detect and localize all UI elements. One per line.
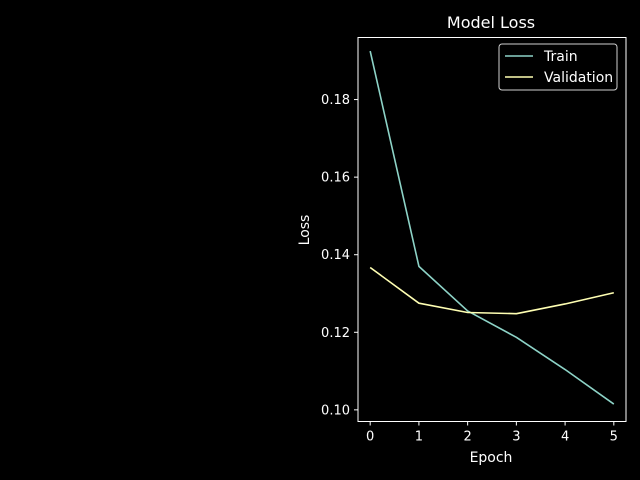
y-tick-label: 0.10 [321,403,350,418]
x-tick-label: 2 [463,430,471,445]
x-tick-label: 3 [512,430,520,445]
legend-label-train: Train [543,49,578,65]
x-axis-ticks: 0 1 2 3 4 5 [366,421,618,445]
y-tick-label: 0.16 [321,171,350,186]
y-tick-label: 0.18 [321,93,350,108]
legend-label-validation: Validation [544,70,613,86]
x-tick-label: 0 [366,430,374,445]
series-line-validation [369,266,614,315]
legend: Train Validation [498,43,618,91]
series-lines [369,50,615,405]
x-tick-label: 4 [561,430,569,445]
y-tick-label: 0.14 [321,248,350,263]
plot-area-frame [357,37,627,422]
series-line-train [369,50,615,405]
chart-title: Model Loss [447,13,535,32]
y-tick-label: 0.12 [321,326,350,341]
x-tick-label: 5 [610,430,618,445]
x-axis-label: Epoch [470,450,513,466]
x-tick-label: 1 [415,430,423,445]
y-axis-label: Loss [297,215,313,246]
y-axis-ticks: 0.10 0.12 0.14 0.16 0.18 [321,93,358,418]
